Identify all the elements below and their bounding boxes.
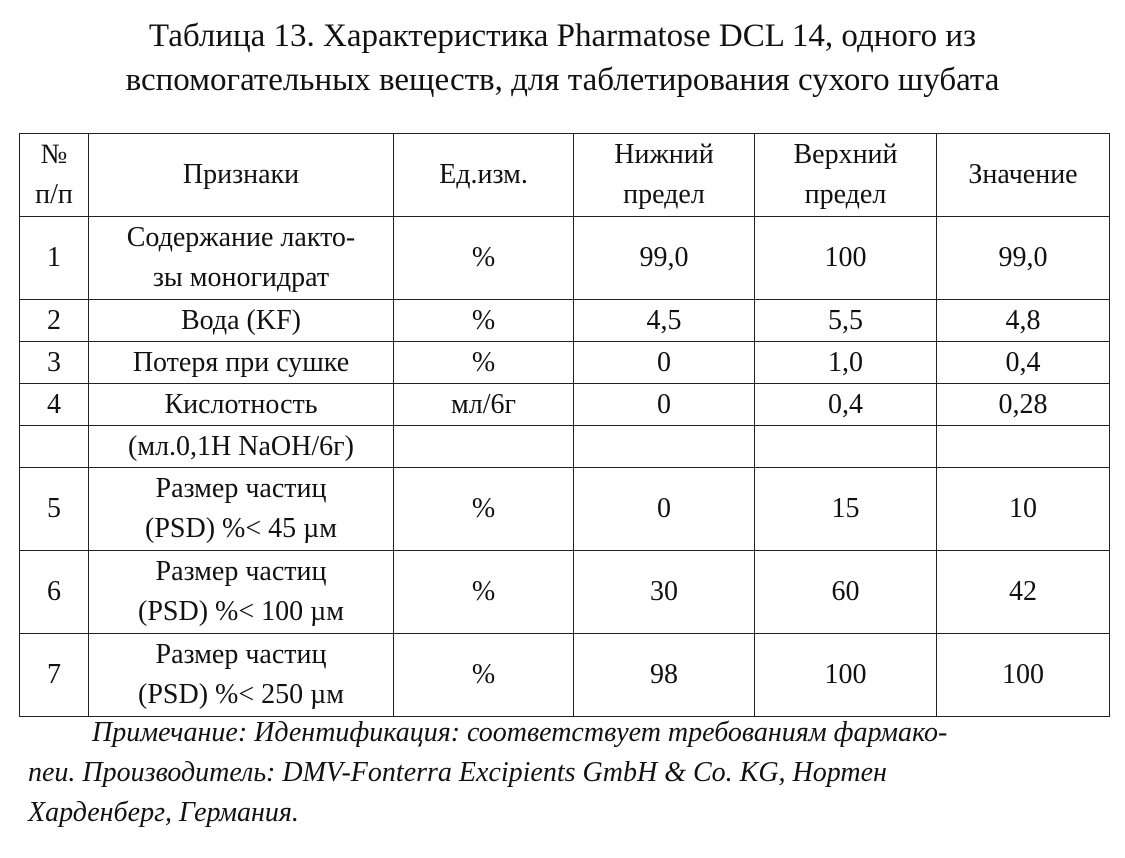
table-title: Таблица 13. Характеристика Pharmatose DC… (0, 14, 1125, 102)
table-note: Примечание: Идентификация: соответствует… (28, 713, 1098, 833)
row-unit: % (393, 633, 574, 717)
note-line-1: Примечание: Идентификация: соответствует… (92, 717, 948, 748)
row-upper: 1,0 (754, 341, 937, 384)
row-number: 3 (19, 341, 89, 384)
table-row: 6 Размер частиц (PSD) %< 100 µм % 30 60 4… (19, 550, 1110, 634)
row-value: 4,8 (936, 299, 1110, 342)
row-lower: 98 (573, 633, 755, 717)
row-value: 100 (936, 633, 1110, 717)
row-lower: 0 (573, 383, 755, 426)
row-upper: 5,5 (754, 299, 937, 342)
row-number (19, 425, 89, 468)
row-value (936, 425, 1110, 468)
row-unit (393, 425, 574, 468)
row-unit: мл/6г (393, 383, 574, 426)
row-upper: 0,4 (754, 383, 937, 426)
header-feature: Признаки (88, 133, 394, 217)
row-feature: Кислотность (88, 383, 394, 426)
characteristics-table: № п/п Признаки Ед.изм. Нижний предел Верхн… (19, 133, 1110, 717)
row-lower: 0 (573, 341, 755, 384)
table-row: (мл.0,1Н NaOH/6г) (19, 425, 1110, 468)
table-row: 3 Потеря при сушке % 0 1,0 0,4 (19, 341, 1110, 384)
row-unit: % (393, 216, 574, 300)
header-row: № п/п Признаки Ед.изм. Нижний предел Верхн… (19, 133, 1110, 217)
row-value: 42 (936, 550, 1110, 634)
row-lower: 99,0 (573, 216, 755, 300)
row-upper: 15 (754, 467, 937, 551)
row-lower: 4,5 (573, 299, 755, 342)
row-lower: 0 (573, 467, 755, 551)
row-feature: Размер частиц (PSD) %< 250 µм (88, 633, 394, 717)
table-row: 4 Кислотность мл/6г 0 0,4 0,28 (19, 383, 1110, 426)
row-value: 0,28 (936, 383, 1110, 426)
row-value: 10 (936, 467, 1110, 551)
note-line-2: пеи. Производитель: DMV-Fonterra Excipie… (28, 757, 887, 788)
table-row: 7 Размер частиц (PSD) %< 250 µм % 98 100 … (19, 633, 1110, 717)
row-unit: % (393, 467, 574, 551)
header-upper-limit: Верхний предел (754, 133, 937, 217)
header-value: Значение (936, 133, 1110, 217)
row-lower: 30 (573, 550, 755, 634)
row-number: 1 (19, 216, 89, 300)
row-feature: Размер частиц (PSD) %< 100 µм (88, 550, 394, 634)
row-feature: Содержание лакто-зы моногидрат (88, 216, 394, 300)
table-row: 1 Содержание лакто-зы моногидрат % 99,0 … (19, 216, 1110, 300)
row-unit: % (393, 299, 574, 342)
table-row: 2 Вода (KF) % 4,5 5,5 4,8 (19, 299, 1110, 342)
row-lower (573, 425, 755, 468)
row-number: 7 (19, 633, 89, 717)
row-number: 6 (19, 550, 89, 634)
header-lower-limit: Нижний предел (573, 133, 755, 217)
row-value: 0,4 (936, 341, 1110, 384)
row-upper (754, 425, 937, 468)
title-line-2: вспомогательных веществ, для таблетирова… (125, 62, 1000, 98)
row-feature: Размер частиц (PSD) %< 45 µм (88, 467, 394, 551)
note-line-3: Харденберг, Германия. (28, 797, 299, 828)
row-value: 99,0 (936, 216, 1110, 300)
row-upper: 100 (754, 633, 937, 717)
row-number: 4 (19, 383, 89, 426)
row-number: 2 (19, 299, 89, 342)
row-upper: 60 (754, 550, 937, 634)
header-number: № п/п (19, 133, 89, 217)
row-upper: 100 (754, 216, 937, 300)
table-row: 5 Размер частиц (PSD) %< 45 µм % 0 15 10 (19, 467, 1110, 551)
row-number: 5 (19, 467, 89, 551)
row-feature: Потеря при сушке (88, 341, 394, 384)
row-unit: % (393, 341, 574, 384)
header-unit: Ед.изм. (393, 133, 574, 217)
row-unit: % (393, 550, 574, 634)
row-feature: Вода (KF) (88, 299, 394, 342)
title-line-1: Таблица 13. Характеристика Pharmatose DC… (148, 18, 977, 54)
row-feature: (мл.0,1Н NaOH/6г) (88, 425, 394, 468)
